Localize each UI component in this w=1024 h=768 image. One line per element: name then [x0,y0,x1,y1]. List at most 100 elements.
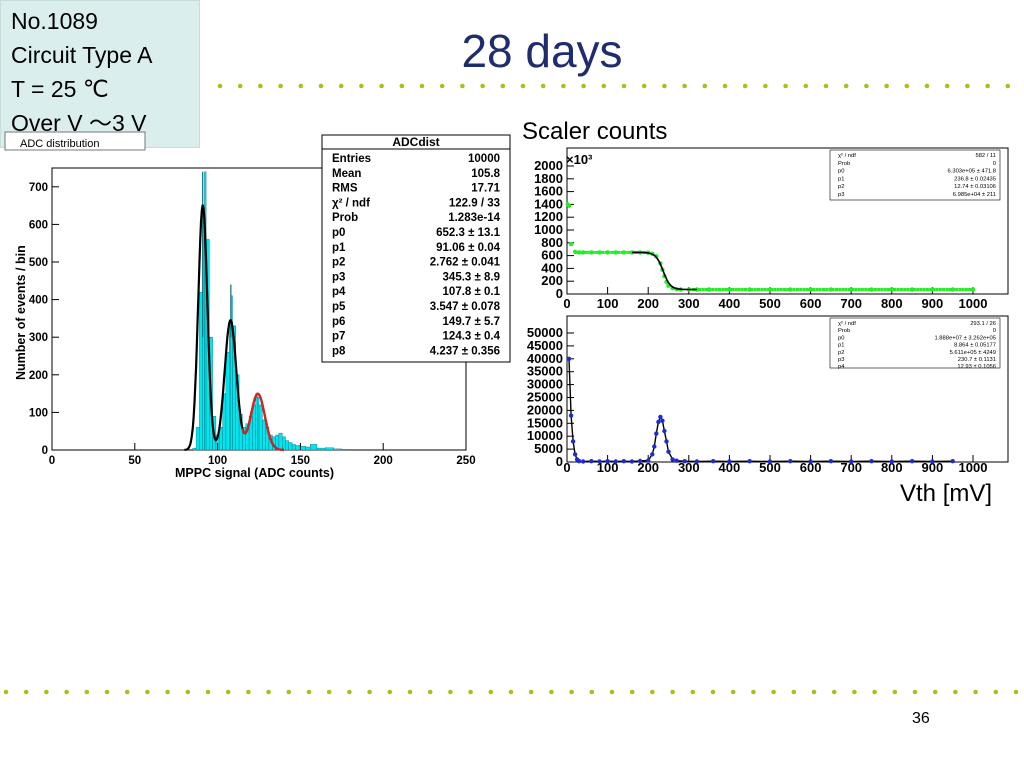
fit-line-third-peak [241,392,284,451]
rule-dot [520,83,526,89]
rule-dot [427,689,433,695]
scaler-data-marker [896,288,900,291]
rule-dot [904,83,910,89]
deriv-data-point [767,459,773,464]
scaler-data-marker [597,250,601,254]
scaler-data-marker [844,288,848,291]
deriv-data-point [694,459,700,464]
rule-dot [84,689,90,695]
scaler-data-marker [594,250,598,254]
histogram-bin [310,444,318,451]
rule-dot [278,83,283,89]
y-tick-label: 1600 [534,184,563,199]
rule-dot [145,689,150,695]
stat-value: 293.1 / 26 [970,321,996,327]
scaler-data-marker [601,250,605,254]
scaler-data-marker [815,288,819,291]
scaler-data-marker [867,288,871,291]
hist-title-tab [4,131,146,151]
x-tick-label: 250 [456,455,475,467]
rule-dot [751,689,756,695]
scaler-data-marker [773,288,777,291]
page-number: 36 [912,710,930,727]
rule-dot [500,83,506,89]
scaler-data-marker [916,288,920,291]
rule-dot [710,689,716,695]
x-tick-label: 500 [759,296,781,311]
scaler-data-marker [938,288,942,291]
slide-title: 28 days [461,25,623,77]
x-tick-label: 0 [563,296,570,311]
rule-dot [298,83,304,89]
stat-value: 236.8 ± 0.02435 [954,176,996,182]
rule-dot [823,83,829,89]
rule-dot [246,689,251,695]
y-tick-label: 45000 [527,338,563,353]
rule-dot [225,689,231,695]
scaler-y-multiplier: ×10³ [566,152,593,167]
conditions-box: No.1089 Circuit Type A T = 25 ℃ Over V ～… [0,0,200,148]
scaler-fit-line [632,251,697,291]
deriv-points [566,356,955,464]
x-tick-label: 1000 [959,296,988,311]
y-tick-label: 500 [29,257,48,269]
rule-dot [508,689,514,695]
deriv-axes: 0 100 200 300 400 500 600 700 800 900 100005000100… [527,325,988,475]
y-tick-label: 10000 [527,428,563,443]
rule-dot [803,83,809,89]
rule-dot [670,689,675,695]
rule-dot [338,83,344,89]
scaler-data-marker [883,288,887,291]
scaler-data-marker [955,288,959,291]
scaler-data-marker [610,250,614,254]
scaler-data-marker [828,288,832,291]
scaler-data-marker [831,288,835,291]
stat-value: 12.74 ± 0.03106 [954,184,996,190]
x-tick-label: 150 [291,455,310,467]
rule-dot [742,83,748,89]
scaler-data-marker [919,288,923,291]
rule-dot [884,83,889,89]
rule-dot [448,689,453,695]
x-tick-label: 100 [208,455,227,467]
y-tick-label: 35000 [527,364,563,379]
y-tick-label: 1400 [534,196,563,211]
deriv-data-point [849,459,854,464]
deriv-data-point [662,428,667,434]
scaler-data-marker [854,288,858,291]
deriv-data-point [711,459,716,464]
rule-dot [124,689,130,695]
scaler-data-marker [757,288,760,291]
y-tick-label: 50000 [527,325,563,340]
scaler-data-marker [588,250,592,254]
x-tick-label: 900 [922,296,944,311]
y-tick-label: 0 [42,445,48,457]
histogram-bin [341,449,351,451]
rule-dot [662,83,667,89]
scaler-data-marker [789,288,793,291]
adc-axes: 0 50 100 150 200 250 0 100 200 300 400 500 600 700 [29,182,476,467]
y-tick-label: 40000 [527,351,563,366]
stat-key: p2 [838,350,844,356]
y-tick-label: 25000 [527,390,563,405]
rule-dot [702,83,708,89]
rule-dot [407,689,413,695]
scaler-label: Scaler counts [522,118,668,145]
y-tick-label: 15000 [527,415,563,430]
y-tick-label: 800 [541,235,563,250]
scaler-data-marker [740,288,744,291]
stat-key: Prob [838,161,850,167]
rule-dot [831,689,837,695]
scaler-data-marker [805,288,809,291]
deriv-data-point [664,439,669,444]
scaler-data-marker [750,288,754,291]
rule-dot [359,83,364,89]
stat-key: p4 [838,364,845,370]
scaler-data-marker [698,288,702,291]
stat-key: χ² / ndf [838,153,856,159]
scaler-data-marker [627,250,631,254]
y-tick-label: 400 [541,260,563,275]
rule-dot [852,689,857,695]
scaler-data-marker [721,288,725,291]
scaler-data-marker [705,288,708,291]
